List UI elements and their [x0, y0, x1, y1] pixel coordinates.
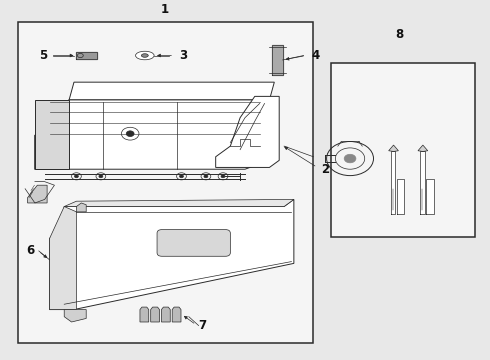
FancyBboxPatch shape	[157, 230, 230, 256]
Polygon shape	[161, 307, 170, 322]
Circle shape	[204, 175, 208, 178]
Polygon shape	[140, 307, 149, 322]
Circle shape	[221, 175, 225, 178]
Polygon shape	[216, 96, 279, 167]
Polygon shape	[27, 185, 47, 203]
Polygon shape	[35, 100, 69, 169]
Bar	[18, 22, 314, 343]
Text: 1: 1	[160, 4, 169, 17]
Polygon shape	[389, 145, 398, 152]
Text: 2: 2	[321, 163, 329, 176]
Circle shape	[74, 175, 78, 178]
Text: 4: 4	[311, 49, 319, 62]
Polygon shape	[49, 207, 76, 310]
Polygon shape	[64, 199, 294, 207]
Polygon shape	[76, 203, 86, 212]
Polygon shape	[151, 307, 159, 322]
Ellipse shape	[136, 51, 154, 60]
Bar	[331, 63, 475, 237]
Circle shape	[99, 175, 103, 178]
Polygon shape	[35, 100, 274, 169]
Text: 3: 3	[179, 49, 187, 62]
Polygon shape	[426, 179, 434, 213]
Ellipse shape	[142, 54, 148, 57]
Polygon shape	[391, 152, 395, 213]
Circle shape	[344, 154, 356, 163]
Polygon shape	[64, 310, 86, 322]
Polygon shape	[172, 307, 181, 322]
Polygon shape	[418, 145, 428, 152]
Polygon shape	[272, 45, 283, 75]
Polygon shape	[76, 52, 97, 59]
Polygon shape	[397, 179, 404, 213]
Text: 5: 5	[39, 49, 47, 62]
Text: 8: 8	[395, 28, 403, 41]
Circle shape	[179, 175, 183, 178]
Polygon shape	[420, 152, 425, 213]
Circle shape	[126, 131, 134, 136]
Polygon shape	[49, 199, 294, 310]
Bar	[35, 100, 69, 169]
Text: 6: 6	[26, 244, 35, 257]
Polygon shape	[69, 82, 274, 100]
Text: 7: 7	[198, 319, 207, 332]
